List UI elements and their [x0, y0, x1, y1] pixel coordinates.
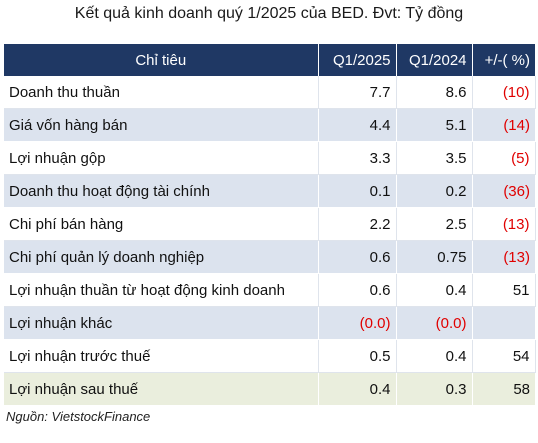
row-label: Lợi nhuận sau thuế: [4, 372, 319, 406]
cell-change: (36): [472, 174, 535, 208]
table-row: Chi phí quản lý doanh nghiệp 0.6 0.75 (13): [4, 240, 535, 274]
header-q1-2025: Q1/2025: [318, 44, 397, 76]
cell-q1-2025: (0.0): [318, 306, 397, 340]
row-label: Doanh thu hoạt động tài chính: [4, 174, 319, 208]
cell-q1-2024: 0.75: [396, 240, 473, 274]
cell-q1-2025: 0.6: [318, 273, 397, 307]
cell-q1-2024: 2.5: [396, 207, 473, 241]
table-row: Lợi nhuận khác (0.0) (0.0): [4, 306, 535, 340]
cell-q1-2024: 5.1: [396, 108, 473, 142]
cell-q1-2024: (0.0): [396, 306, 473, 340]
cell-q1-2024: 8.6: [396, 76, 473, 109]
cell-q1-2025: 4.4: [318, 108, 397, 142]
cell-q1-2025: 0.4: [318, 372, 397, 406]
row-label: Lợi nhuận thuần từ hoạt động kinh doanh: [4, 273, 319, 307]
cell-change: (5): [472, 141, 536, 175]
cell-q1-2024: 0.4: [396, 339, 473, 373]
cell-change: 58: [472, 372, 535, 406]
table-row: Chi phí bán hàng 2.2 2.5 (13): [4, 207, 536, 241]
cell-change: [472, 306, 535, 340]
row-label: Chi phí bán hàng: [4, 207, 319, 241]
table-row: Doanh thu hoạt động tài chính 0.1 0.2 (36): [4, 174, 535, 208]
cell-change: (14): [472, 108, 535, 142]
cell-q1-2024: 0.4: [396, 273, 473, 307]
row-label: Lợi nhuận khác: [4, 306, 319, 340]
cell-q1-2025: 0.6: [318, 240, 397, 274]
cell-q1-2024: 0.2: [396, 174, 473, 208]
cell-change: (10): [472, 76, 536, 109]
cell-q1-2025: 0.5: [318, 339, 397, 373]
header-q1-2024: Q1/2024: [396, 44, 473, 76]
table-row: Lợi nhuận trước thuế 0.5 0.4 54: [4, 339, 536, 373]
row-label: Chi phí quản lý doanh nghiệp: [4, 240, 319, 274]
cell-change: (13): [472, 207, 536, 241]
table-header-row: Chỉ tiêu Q1/2025 Q1/2024 +/-( %): [4, 44, 535, 76]
cell-q1-2024: 3.5: [396, 141, 473, 175]
cell-q1-2025: 7.7: [318, 76, 397, 109]
cell-change: (13): [472, 240, 535, 274]
row-label: Lợi nhuận gộp: [4, 141, 319, 175]
row-label: Lợi nhuận trước thuế: [4, 339, 319, 373]
table-row: Lợi nhuận sau thuế 0.4 0.3 58: [4, 372, 535, 406]
table-row: Lợi nhuận thuần từ hoạt động kinh doanh 0…: [4, 273, 536, 307]
cell-q1-2024: 0.3: [396, 372, 473, 406]
cell-change: 54: [472, 339, 536, 373]
table-title: Kết quả kinh doanh quý 1/2025 của BED. Đ…: [74, 5, 464, 22]
table-row: Lợi nhuận gộp 3.3 3.5 (5): [4, 141, 536, 175]
financial-results-table: Chỉ tiêu Q1/2025 Q1/2024 +/-( %) Doanh t…: [4, 44, 536, 406]
header-indicator: Chỉ tiêu: [4, 44, 319, 76]
source-note: Nguồn: VietstockFinance: [6, 409, 151, 424]
row-label: Doanh thu thuần: [4, 76, 319, 109]
table-row: Doanh thu thuần 7.7 8.6 (10): [4, 76, 536, 109]
cell-change: 51: [472, 273, 536, 307]
cell-q1-2025: 3.3: [318, 141, 397, 175]
row-label: Giá vốn hàng bán: [4, 108, 319, 142]
cell-q1-2025: 0.1: [318, 174, 397, 208]
table-row: Giá vốn hàng bán 4.4 5.1 (14): [4, 108, 535, 142]
cell-q1-2025: 2.2: [318, 207, 397, 241]
header-change-percent: +/-( %): [472, 44, 535, 76]
